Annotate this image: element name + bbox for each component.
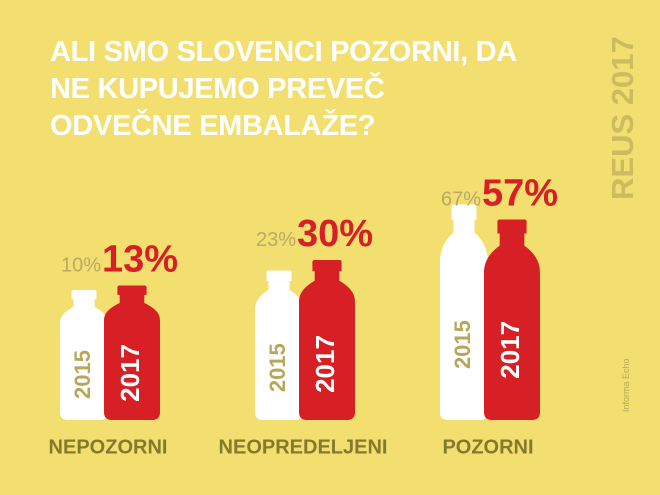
bottle — [440, 204, 488, 420]
chart-title: ALI SMO SLOVENCI POZORNI, DA NE KUPUJEMO… — [50, 36, 516, 142]
value-label: 23% — [256, 229, 296, 251]
category-label: NEOPREDELJENI — [219, 436, 388, 458]
bottle-year: 2017 — [115, 344, 145, 402]
category-label: NEPOZORNI — [49, 436, 168, 458]
bottle — [484, 219, 540, 420]
category-label: POZORNI — [442, 436, 533, 458]
bottle-year: 2015 — [70, 350, 95, 399]
source: Informa Echo — [621, 358, 631, 412]
bottle — [255, 270, 303, 420]
bottle — [60, 290, 108, 420]
value-label: 10% — [61, 255, 101, 277]
value-label: 30% — [297, 213, 373, 255]
bottle-year: 2017 — [310, 335, 340, 393]
bottle-year: 2015 — [265, 343, 290, 392]
bottle-year: 2017 — [495, 321, 525, 379]
side-label: REUS 2017 — [605, 36, 640, 200]
value-label: 13% — [102, 239, 178, 281]
value-label: 57% — [482, 173, 558, 215]
bottle-year: 2015 — [450, 320, 475, 369]
bottle — [299, 260, 355, 420]
bottle — [104, 285, 160, 420]
value-label: 67% — [441, 189, 481, 211]
